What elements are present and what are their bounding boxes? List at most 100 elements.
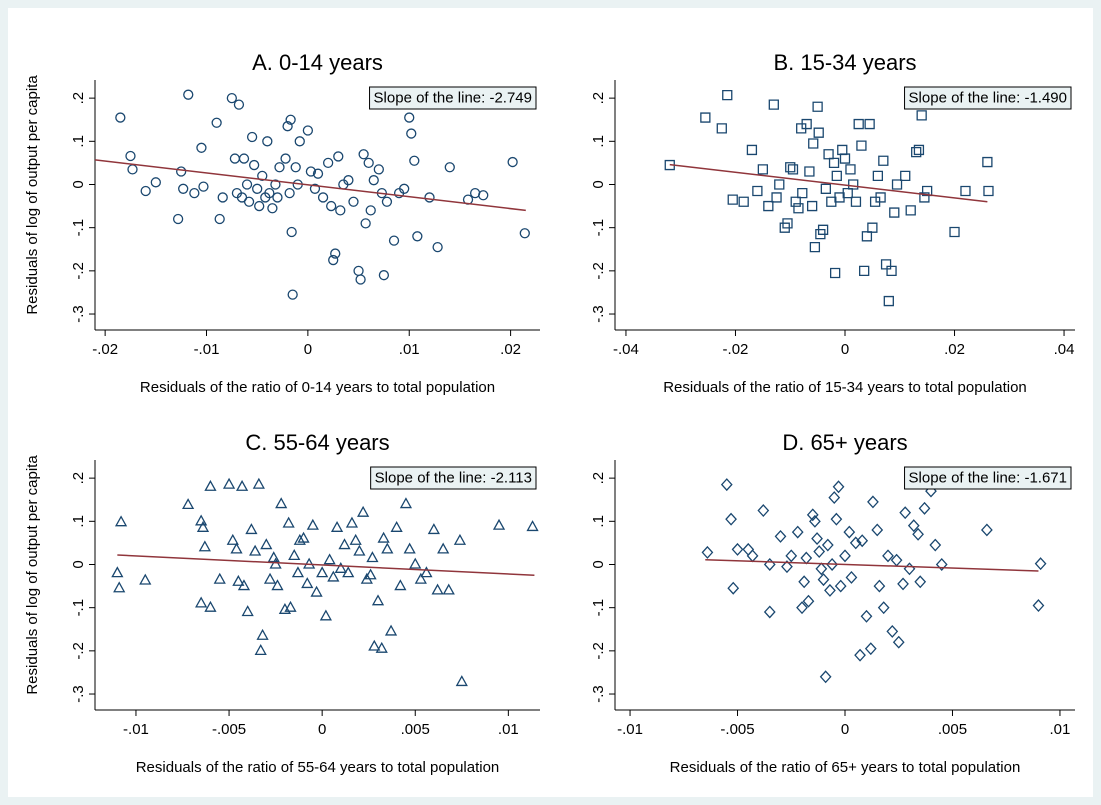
data-point	[272, 192, 283, 203]
data-point	[254, 644, 267, 655]
data-point	[404, 112, 415, 123]
data-point	[377, 531, 390, 543]
annotation: Slope of the line: -1.671	[909, 469, 1067, 486]
data-point	[371, 594, 385, 606]
y-axis-label: Residuals of log of output per capita	[24, 75, 41, 315]
y-tick-label: -.2	[590, 642, 607, 660]
data-point	[746, 144, 758, 156]
data-point	[381, 196, 393, 207]
data-point	[899, 506, 912, 520]
data-point	[291, 566, 305, 578]
data-point	[360, 218, 371, 229]
data-point	[763, 200, 774, 212]
y-tick-label: .1	[590, 135, 607, 148]
data-point	[335, 205, 346, 216]
data-point	[204, 600, 217, 612]
panel-title: B. 15-34 years	[773, 50, 916, 75]
data-point	[722, 89, 733, 101]
data-point	[394, 579, 407, 591]
panel-title: C. 55-64 years	[245, 430, 389, 455]
data-point	[373, 164, 384, 175]
data-point	[492, 518, 506, 530]
data-point	[376, 187, 388, 199]
data-point	[802, 594, 815, 608]
data-point	[826, 558, 838, 571]
data-point	[254, 200, 265, 212]
x-tick-label: -.02	[723, 341, 749, 358]
data-point	[850, 196, 862, 207]
data-point	[114, 515, 128, 527]
data-point	[282, 121, 293, 132]
data-point	[781, 560, 793, 574]
data-point	[804, 166, 815, 177]
data-point	[196, 142, 207, 153]
data-point	[365, 205, 376, 216]
data-point	[357, 505, 370, 517]
x-tick-label: .005	[401, 721, 430, 738]
data-point	[873, 579, 886, 593]
data-point	[478, 190, 489, 201]
data-point	[139, 573, 152, 585]
data-point	[243, 196, 255, 207]
annotation: Slope of the line: -2.113	[375, 469, 532, 486]
data-point	[859, 265, 870, 276]
data-point	[806, 508, 819, 522]
data-point	[204, 479, 217, 491]
data-point	[880, 259, 892, 270]
data-point	[409, 155, 420, 166]
y-tick-label: -.3	[590, 305, 607, 323]
x-tick-label: .005	[938, 721, 967, 738]
data-point	[757, 504, 770, 517]
data-point	[213, 572, 226, 584]
data-point	[871, 523, 884, 537]
data-point	[409, 557, 422, 569]
data-point	[333, 151, 344, 162]
data-point	[284, 187, 295, 199]
data-point	[980, 523, 993, 537]
annotation-box	[904, 466, 1072, 490]
data-point	[353, 544, 366, 556]
data-point	[867, 495, 879, 509]
annotation-box	[904, 86, 1072, 110]
data-point	[241, 179, 253, 190]
data-point	[796, 601, 808, 615]
x-axis-label: Residuals of the ratio of 55-64 years to…	[136, 759, 500, 776]
y-tick-label: .1	[590, 515, 607, 528]
data-point	[235, 479, 249, 491]
data-point	[914, 575, 927, 589]
data-point	[763, 605, 776, 619]
data-point	[427, 523, 440, 535]
data-point	[815, 562, 828, 576]
data-point	[701, 545, 714, 559]
data-point	[271, 579, 284, 591]
data-point	[232, 574, 245, 586]
x-tick-label: 0	[841, 341, 849, 358]
data-point	[226, 533, 239, 545]
x-tick-label: -.005	[720, 721, 754, 738]
data-point	[412, 231, 423, 242]
data-point	[317, 192, 329, 203]
fit-line	[705, 558, 1039, 572]
data-point	[328, 254, 339, 266]
data-point	[811, 532, 823, 546]
data-point	[664, 159, 675, 171]
data-point	[375, 641, 388, 653]
data-point	[849, 536, 862, 550]
data-point	[845, 164, 856, 175]
data-point	[238, 153, 250, 164]
data-point	[274, 162, 285, 173]
data-point	[817, 224, 829, 235]
data-point	[919, 192, 930, 203]
data-point	[334, 561, 347, 573]
data-point	[830, 512, 843, 526]
data-point	[288, 549, 301, 561]
data-point	[853, 118, 864, 130]
data-point	[275, 497, 288, 509]
data-point	[285, 114, 296, 125]
data-point	[195, 596, 208, 608]
data-point	[826, 196, 837, 207]
data-point	[305, 166, 317, 177]
data-point	[178, 183, 189, 194]
data-point	[306, 518, 319, 530]
data-point	[900, 170, 911, 182]
